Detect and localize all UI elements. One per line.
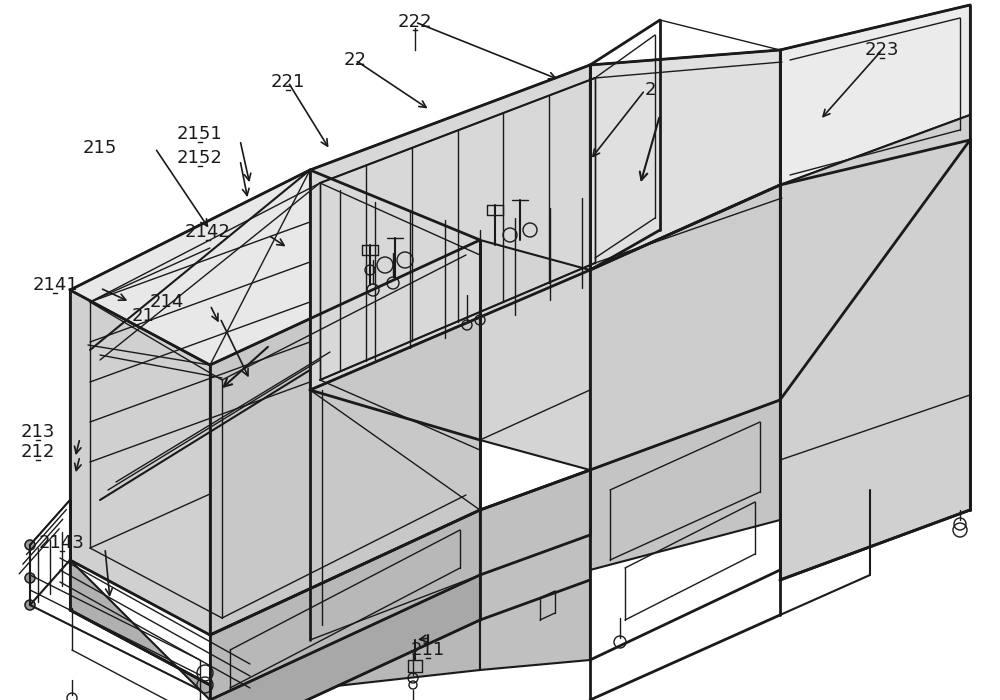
Circle shape xyxy=(25,540,35,550)
Polygon shape xyxy=(70,170,480,365)
Polygon shape xyxy=(590,185,780,470)
Text: 2142: 2142 xyxy=(185,223,231,241)
Polygon shape xyxy=(210,240,480,635)
Text: 2141: 2141 xyxy=(32,276,78,294)
Circle shape xyxy=(25,600,35,610)
Text: 222: 222 xyxy=(398,13,432,31)
Text: 21: 21 xyxy=(132,307,154,325)
Text: 213: 213 xyxy=(21,423,55,441)
Text: 223: 223 xyxy=(865,41,899,59)
Polygon shape xyxy=(70,290,210,635)
Polygon shape xyxy=(210,575,480,700)
Text: 211: 211 xyxy=(411,641,445,659)
Polygon shape xyxy=(210,510,480,700)
Polygon shape xyxy=(590,400,780,570)
Text: 2143: 2143 xyxy=(39,534,85,552)
Text: 2151: 2151 xyxy=(177,125,223,143)
Text: 22: 22 xyxy=(344,51,366,69)
Polygon shape xyxy=(480,470,590,670)
Polygon shape xyxy=(480,240,590,470)
Polygon shape xyxy=(590,50,780,270)
Polygon shape xyxy=(70,560,210,700)
Text: 214: 214 xyxy=(150,293,184,311)
Text: 2152: 2152 xyxy=(177,149,223,167)
Polygon shape xyxy=(780,115,970,580)
Polygon shape xyxy=(780,5,970,185)
Text: 212: 212 xyxy=(21,443,55,461)
Text: 221: 221 xyxy=(271,73,305,91)
Circle shape xyxy=(25,573,35,583)
Text: 215: 215 xyxy=(83,139,117,157)
Polygon shape xyxy=(310,65,590,390)
Text: 2: 2 xyxy=(645,81,656,99)
